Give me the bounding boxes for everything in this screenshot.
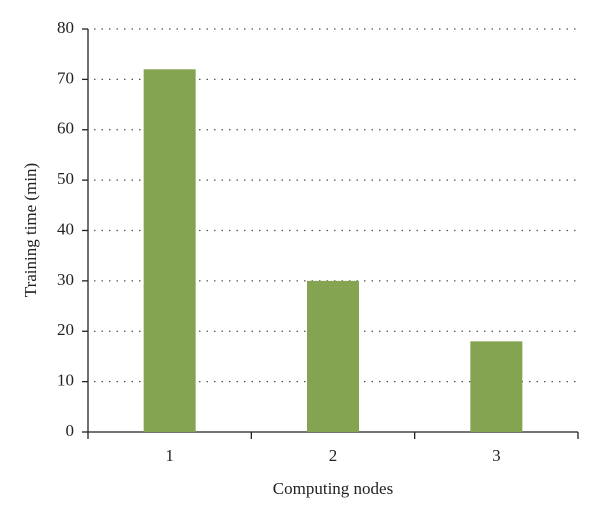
x-tick-label: 3 (492, 446, 501, 465)
y-tick-label: 60 (57, 119, 74, 138)
x-tick-label: 1 (165, 446, 174, 465)
bar (307, 280, 359, 432)
y-tick-label: 70 (57, 68, 74, 87)
bar (470, 341, 523, 432)
bar (143, 69, 196, 433)
y-tick-label: 20 (57, 320, 74, 339)
y-axis-label: Training time (min) (21, 163, 40, 297)
y-tick-label: 10 (57, 371, 74, 390)
y-tick-label: 0 (66, 421, 75, 440)
y-tick-label: 80 (57, 18, 74, 37)
x-axis-label: Computing nodes (273, 479, 393, 498)
y-tick-label: 30 (57, 270, 74, 289)
x-tick-label: 2 (329, 446, 338, 465)
y-tick-label: 40 (57, 219, 74, 238)
y-tick-label: 50 (57, 169, 74, 188)
